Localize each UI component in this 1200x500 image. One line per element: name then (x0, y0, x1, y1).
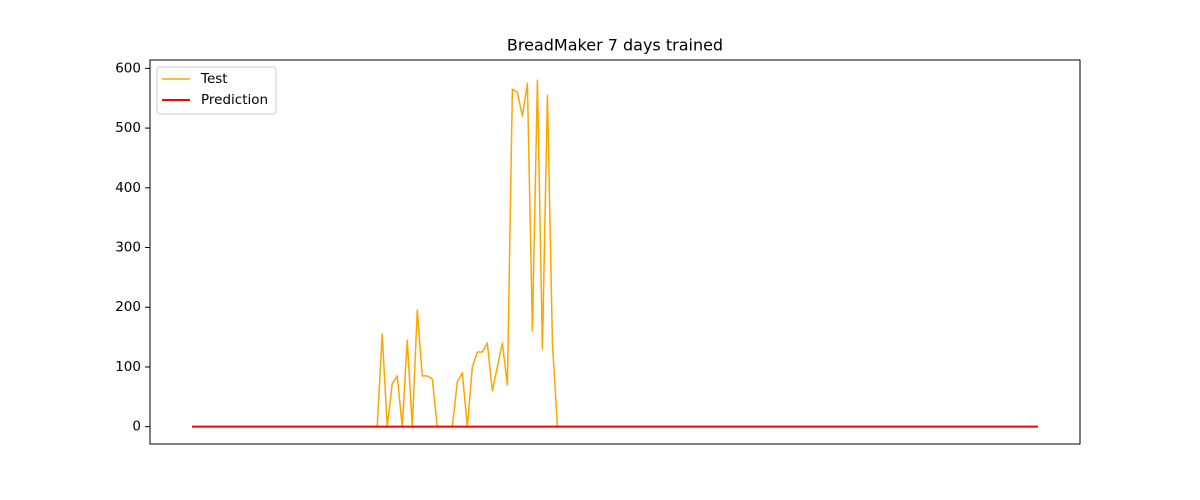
legend-label: Test (200, 71, 228, 87)
y-tick-label: 400 (115, 180, 141, 196)
y-tick-label: 0 (132, 419, 141, 435)
chart-title: BreadMaker 7 days trained (507, 36, 723, 55)
y-tick-label: 300 (115, 240, 141, 256)
plot-frame (149, 59, 1081, 445)
legend-label: Prediction (201, 92, 268, 108)
y-tick-label: 500 (115, 120, 141, 136)
y-tick-label: 600 (115, 60, 141, 76)
y-tick-label: 200 (115, 299, 141, 315)
y-tick-label: 100 (115, 359, 141, 375)
